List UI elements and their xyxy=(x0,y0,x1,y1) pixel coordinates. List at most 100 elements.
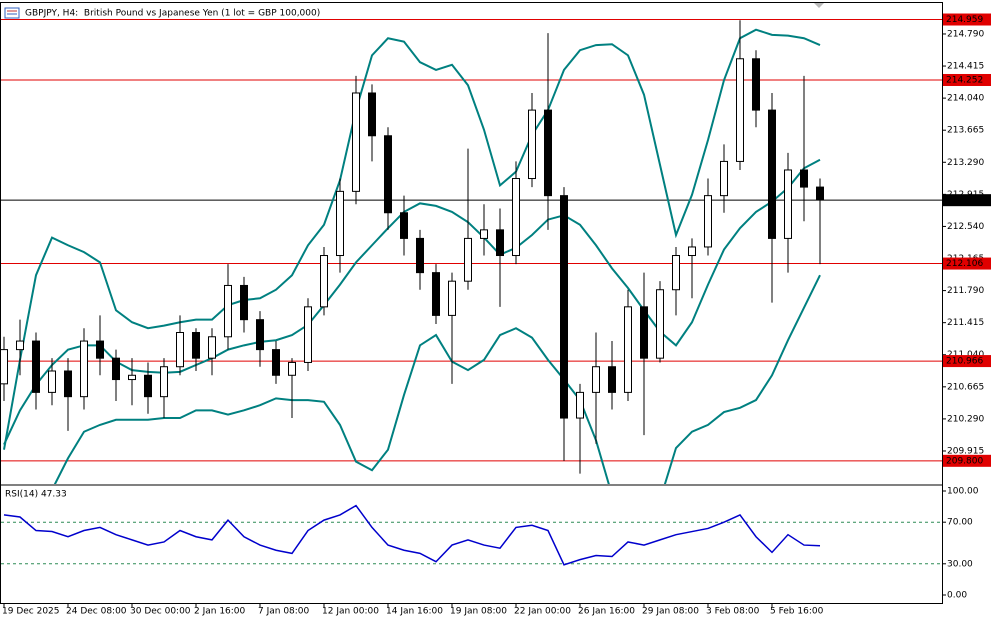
y-tick-label: 0.00 xyxy=(947,590,967,600)
price-tag-label: 209.800 xyxy=(946,456,983,466)
y-tick-label: 213.665 xyxy=(947,126,984,136)
candle-body xyxy=(112,357,120,381)
price-tag xyxy=(943,194,991,207)
y-tick-label: 209.915 xyxy=(947,446,984,456)
x-tick-label: 26 Jan 16:00 xyxy=(578,607,635,617)
frame xyxy=(0,2,943,604)
x-tick-label: 19 Dec 2025 xyxy=(2,607,60,617)
price-tag-label: 212.106 xyxy=(946,259,983,269)
candle-body xyxy=(480,229,488,239)
price-plot xyxy=(1,19,942,484)
shift-marker xyxy=(814,3,824,8)
candle-body xyxy=(240,284,248,321)
price-tag xyxy=(943,73,991,86)
candle-body xyxy=(304,306,312,363)
candle-body xyxy=(768,109,776,239)
candle-body xyxy=(672,255,680,291)
candle-body xyxy=(752,58,760,111)
candle-body xyxy=(640,306,648,359)
candle-body xyxy=(208,336,216,359)
price-tag xyxy=(943,355,991,368)
x-tick-label: 5 Feb 16:00 xyxy=(770,607,824,617)
candle-body xyxy=(688,246,696,257)
candle-body xyxy=(352,92,360,192)
candle-body xyxy=(704,195,712,248)
x-tick-label: 22 Jan 00:00 xyxy=(514,607,571,617)
y-tick-label: 214.790 xyxy=(947,29,984,39)
y-tick-label: 30.00 xyxy=(947,559,973,569)
candle-body xyxy=(336,190,344,257)
candle-body xyxy=(624,306,632,393)
candle-body xyxy=(16,340,24,351)
candle-body xyxy=(192,332,200,359)
candle-body xyxy=(464,237,472,282)
rsi-line xyxy=(3,504,821,566)
x-tick-label: 30 Dec 00:00 xyxy=(130,607,191,617)
y-tick-label: 211.790 xyxy=(947,286,984,296)
bollinger-middle xyxy=(3,158,821,445)
candle-body xyxy=(784,169,792,239)
candle-body xyxy=(544,109,552,197)
price-tag-label: 214.252 xyxy=(946,75,983,85)
candle-body xyxy=(656,289,664,359)
candle-body xyxy=(496,229,504,257)
x-tick-label: 12 Jan 00:00 xyxy=(322,607,379,617)
candle-body xyxy=(96,340,104,359)
candle-body xyxy=(64,370,72,398)
price-tag xyxy=(943,454,991,467)
y-tick-label: 100.00 xyxy=(947,486,979,496)
candle-body xyxy=(1,349,8,385)
candle-body xyxy=(80,340,88,398)
candle-body xyxy=(128,374,136,381)
candle-body xyxy=(320,255,328,308)
y-tick-label: 210.665 xyxy=(947,382,984,392)
candle-body xyxy=(512,178,520,257)
x-tick-label: 14 Jan 16:00 xyxy=(386,607,443,617)
y-tick-label: 210.290 xyxy=(947,414,984,424)
bollinger-lower xyxy=(53,274,821,484)
candle-body xyxy=(176,332,184,368)
x-tick-label: 24 Dec 08:00 xyxy=(66,607,127,617)
candle-body xyxy=(736,58,744,162)
price-tag xyxy=(943,13,991,26)
candle-body xyxy=(720,160,728,197)
x-tick-label: 2 Jan 16:00 xyxy=(194,607,246,617)
candle-body xyxy=(608,366,616,393)
candle-body xyxy=(288,361,296,376)
price-tag-label: 212.847 xyxy=(946,196,983,206)
price-tag-label: 214.959 xyxy=(946,15,983,25)
candle-body xyxy=(576,391,584,419)
x-tick-label: 3 Feb 08:00 xyxy=(706,607,760,617)
y-tick-label: 212.540 xyxy=(947,222,984,232)
candle-body xyxy=(400,212,408,239)
candle-body xyxy=(560,195,568,419)
symbol-icon xyxy=(4,7,20,19)
rsi-plot xyxy=(1,504,942,566)
x-tick-label: 19 Jan 08:00 xyxy=(450,607,507,617)
candle-body xyxy=(816,186,824,201)
candle-body xyxy=(32,340,40,393)
y-tick-label: 213.290 xyxy=(947,158,984,168)
candle-body xyxy=(144,374,152,398)
price-tag xyxy=(943,257,991,270)
bollinger-upper xyxy=(3,28,821,450)
candle-body xyxy=(48,370,56,393)
chart-title: GBPJPY, H4: British Pound vs Japanese Ye… xyxy=(25,9,320,19)
candle-body xyxy=(224,284,232,338)
y-tick-label: 214.415 xyxy=(947,62,984,72)
x-tick-label: 7 Jan 08:00 xyxy=(258,607,310,617)
candle-body xyxy=(160,366,168,398)
candle-body xyxy=(384,135,392,214)
candle-body xyxy=(256,319,264,351)
price-tag-label: 210.966 xyxy=(946,357,983,367)
candle-body xyxy=(432,272,440,316)
x-tick-label: 29 Jan 08:00 xyxy=(642,607,699,617)
candle-body xyxy=(528,109,536,180)
y-tick-label: 214.040 xyxy=(947,94,984,104)
candle-body xyxy=(800,169,808,188)
candle-body xyxy=(448,280,456,316)
candle-body xyxy=(592,366,600,393)
y-tick-label: 70.00 xyxy=(947,518,973,528)
candle-body xyxy=(416,237,424,274)
